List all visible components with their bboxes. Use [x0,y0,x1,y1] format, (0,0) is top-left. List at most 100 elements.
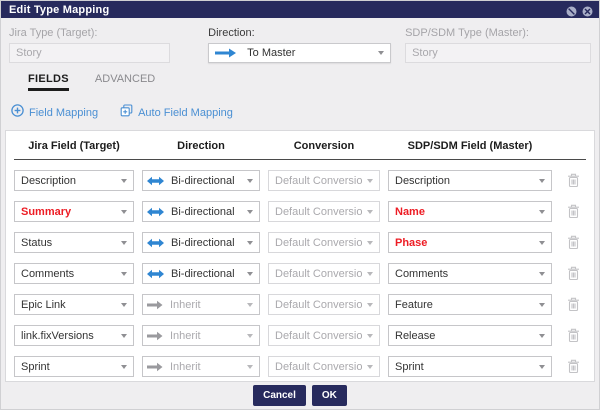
chevron-down-icon [247,333,253,338]
bidirectional-arrow-icon [147,176,164,186]
chevron-down-icon [539,333,545,338]
header-conversion: Conversion [293,140,355,152]
delete-row-button[interactable] [560,359,586,374]
table-row: Sprint Inherit Default Conversion Sprint [14,356,586,377]
chevron-down-icon [539,364,545,369]
conversion-select[interactable]: Default Conversion [268,201,380,222]
direction-select[interactable]: Bi-directional [142,232,260,253]
jira-type-value: Story [16,47,42,59]
direction-select[interactable]: Bi-directional [142,170,260,191]
chevron-down-icon [121,271,127,276]
chevron-down-icon [121,240,127,245]
jira-field-select[interactable]: Status [14,232,134,253]
chevron-down-icon [247,240,253,245]
right-arrow-icon [147,362,163,372]
chevron-down-icon [367,178,373,183]
field-mapping-button[interactable]: Field Mapping [11,104,98,122]
dialog-footer: Cancel OK [1,382,599,409]
cancel-button[interactable]: Cancel [253,385,306,406]
table-row: Summary Bi-directional Default Conversio… [14,201,586,222]
delete-row-button[interactable] [560,328,586,343]
copy-squares-icon [120,104,133,122]
jira-field-select[interactable]: Description [14,170,134,191]
bidirectional-arrow-icon [147,269,164,279]
jira-field-select[interactable]: Comments [14,263,134,284]
table-row: Epic Link Inherit Default Conversion Fea… [14,294,586,315]
close-icon[interactable] [582,4,593,17]
sdp-type-value: Story [412,47,438,59]
sdp-field-select[interactable]: Sprint [388,356,552,377]
chevron-down-icon [121,302,127,307]
chevron-down-icon [121,209,127,214]
delete-row-button[interactable] [560,204,586,219]
delete-row-button[interactable] [560,173,586,188]
jira-field-select[interactable]: Epic Link [14,294,134,315]
type-mapping-form: Jira Type (Target): Story Direction: To … [1,18,599,69]
ok-button[interactable]: OK [311,385,347,406]
jira-field-select[interactable]: Summary [14,201,134,222]
chevron-down-icon [367,271,373,276]
jira-type-input: Story [9,43,171,63]
direction-dropdown[interactable]: To Master [208,43,392,63]
chevron-down-icon [367,364,373,369]
jira-field-select[interactable]: link.fixVersions [14,325,134,346]
bidirectional-arrow-icon [147,207,164,217]
header-direction: Direction [177,140,225,152]
header-jira-field: Jira Field (Target) [28,140,120,152]
chevron-down-icon [247,209,253,214]
header-sdp-field: SDP/SDM Field (Master) [407,140,533,152]
disable-icon[interactable] [566,4,577,17]
direction-select[interactable]: Inherit [142,356,260,377]
table-header-row: Jira Field (Target) Direction Conversion… [14,131,586,160]
delete-row-button[interactable] [560,297,586,312]
chevron-down-icon [247,178,253,183]
right-arrow-icon [147,331,163,341]
delete-row-button[interactable] [560,235,586,250]
bidirectional-arrow-icon [147,238,164,248]
right-arrow-icon [215,48,237,58]
chevron-down-icon [539,302,545,307]
conversion-select[interactable]: Default Conversion [268,170,380,191]
dialog-titlebar: Edit Type Mapping [1,1,599,18]
table-row: Comments Bi-directional Default Conversi… [14,263,586,284]
conversion-select[interactable]: Default Conversion [268,294,380,315]
conversion-select[interactable]: Default Conversion [268,356,380,377]
conversion-select[interactable]: Default Conversion [268,263,380,284]
jira-type-label: Jira Type (Target): [9,27,98,39]
direction-value: To Master [247,47,296,59]
direction-select[interactable]: Bi-directional [142,201,260,222]
chevron-down-icon [367,209,373,214]
plus-circle-icon [11,104,24,122]
tab-bar: FIELDS ADVANCED [1,69,599,91]
table-row: Status Bi-directional Default Conversion… [14,232,586,253]
conversion-select[interactable]: Default Conversion [268,325,380,346]
sdp-field-select[interactable]: Name [388,201,552,222]
chevron-down-icon [121,178,127,183]
sdp-field-select[interactable]: Comments [388,263,552,284]
tab-advanced[interactable]: ADVANCED [94,73,156,85]
chevron-down-icon [121,333,127,338]
sdp-field-select[interactable]: Description [388,170,552,191]
direction-select[interactable]: Inherit [142,325,260,346]
dialog-title: Edit Type Mapping [9,3,110,16]
jira-field-select[interactable]: Sprint [14,356,134,377]
sdp-field-select[interactable]: Release [388,325,552,346]
sdp-field-select[interactable]: Phase [388,232,552,253]
delete-row-button[interactable] [560,266,586,281]
chevron-down-icon [367,302,373,307]
tab-fields[interactable]: FIELDS [28,73,69,91]
chevron-down-icon [121,364,127,369]
chevron-down-icon [539,271,545,276]
direction-select[interactable]: Inherit [142,294,260,315]
right-arrow-icon [147,300,163,310]
sdp-type-label: SDP/SDM Type (Master): [405,27,529,39]
conversion-select[interactable]: Default Conversion [268,232,380,253]
auto-field-mapping-button[interactable]: Auto Field Mapping [120,104,233,122]
field-mapping-table: Jira Field (Target) Direction Conversion… [5,130,595,382]
chevron-down-icon [539,240,545,245]
chevron-down-icon [367,240,373,245]
sdp-field-select[interactable]: Feature [388,294,552,315]
direction-select[interactable]: Bi-directional [142,263,260,284]
chevron-down-icon [247,302,253,307]
